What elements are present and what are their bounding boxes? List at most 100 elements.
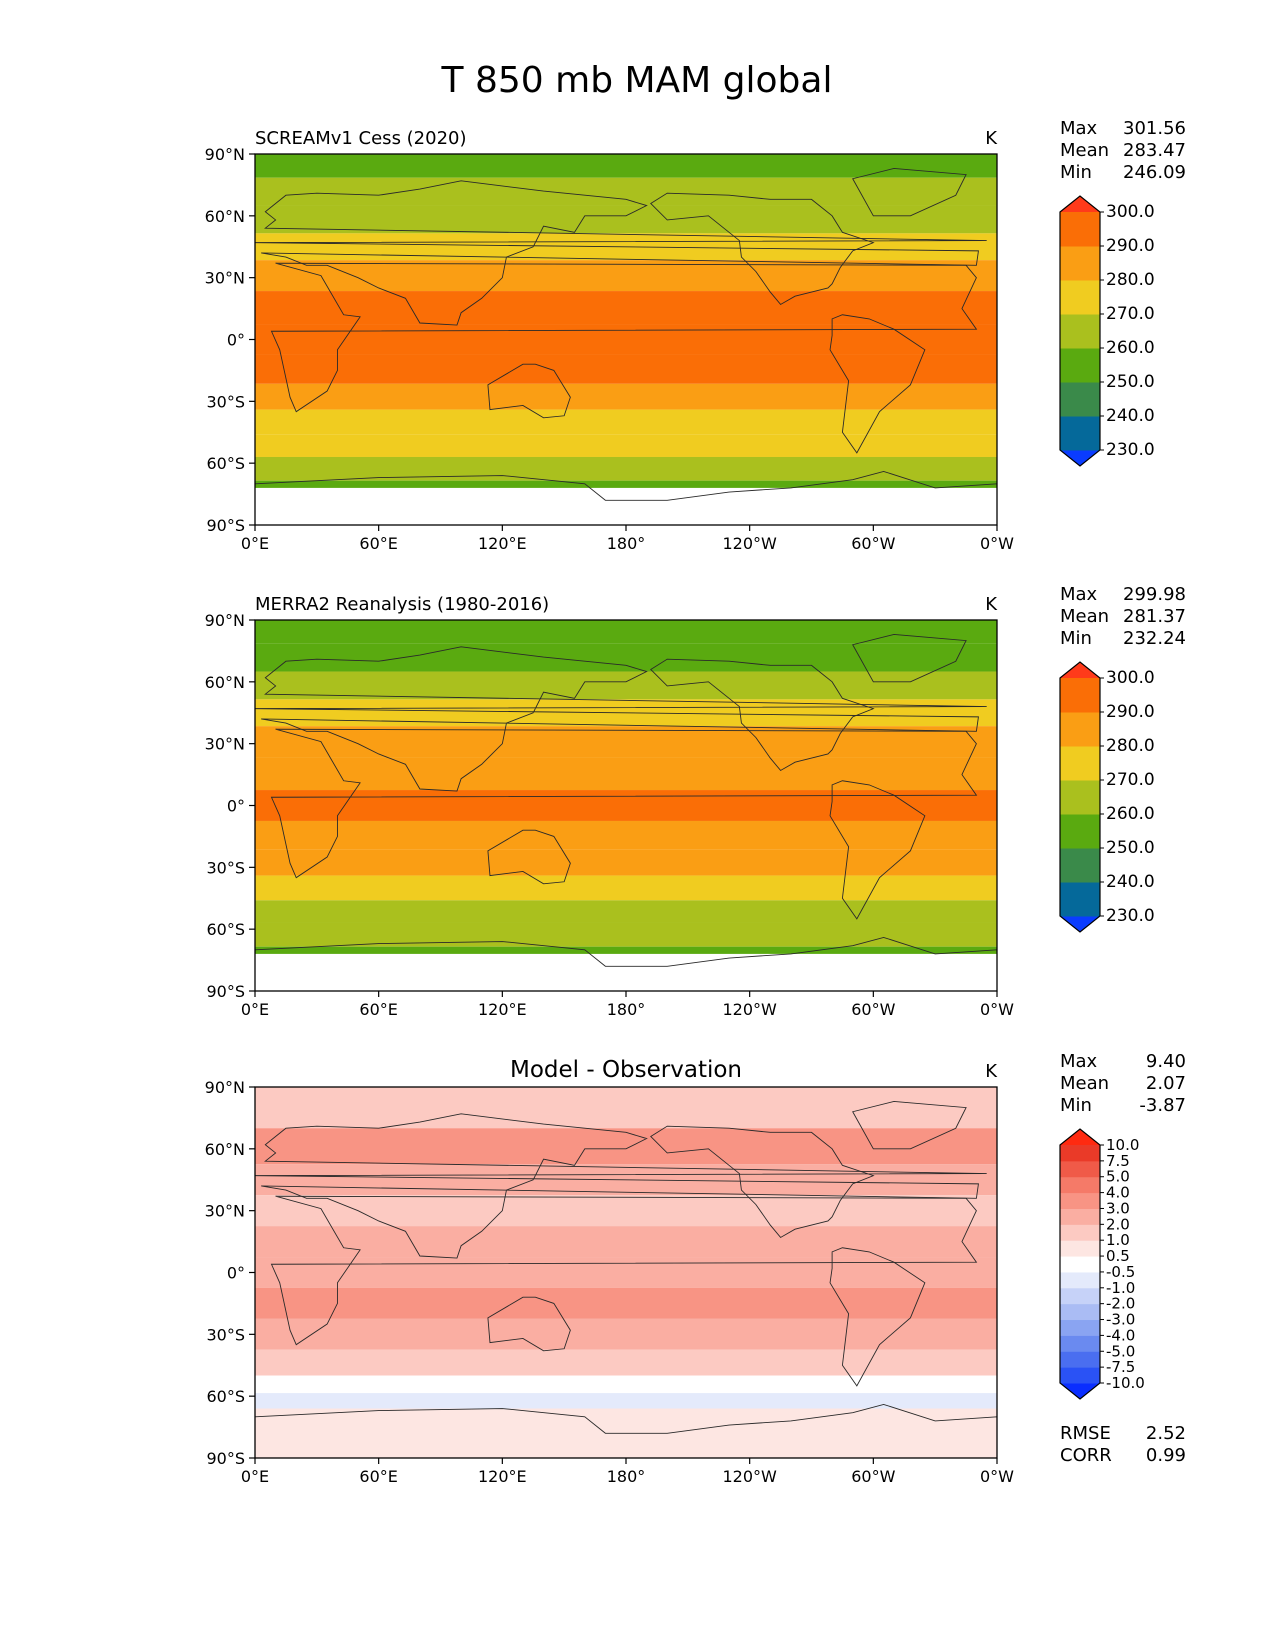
value-band — [255, 1087, 997, 1129]
metric-value: 0.99 — [1146, 1445, 1186, 1466]
coastline — [650, 1125, 875, 1239]
value-band — [255, 820, 997, 850]
colorbar-swatch — [1060, 212, 1100, 247]
lon-tick-label: 120°W — [722, 1467, 777, 1486]
coastline — [650, 658, 875, 772]
stat-label: Mean — [1060, 140, 1109, 161]
colorbar-swatch — [1060, 1224, 1100, 1241]
coastline — [852, 167, 967, 217]
colorbar-swatch — [1060, 1303, 1100, 1321]
value-band — [255, 1349, 997, 1376]
lon-tick-label: 60°E — [359, 1467, 397, 1486]
value-band — [255, 900, 997, 923]
colorbar-extend-min — [1060, 916, 1100, 932]
figure-title: T 850 mb MAM global — [441, 60, 833, 101]
colorbar-swatch — [1060, 280, 1100, 315]
colorbar-swatch — [1060, 1240, 1100, 1257]
colorbar-tick-label: 260.0 — [1106, 804, 1155, 824]
coastline — [487, 829, 571, 885]
lon-tick-label: 120°E — [478, 1467, 527, 1486]
missing-data-mask — [255, 487, 997, 525]
coastline — [255, 470, 997, 525]
stat-label: Min — [1060, 1095, 1092, 1116]
colorbar-swatch — [1060, 1319, 1100, 1336]
colorbar-tick-label: 1.0 — [1106, 1231, 1130, 1249]
lon-tick-label: 60°W — [851, 534, 895, 553]
coastline — [255, 180, 987, 326]
colorbar-swatch — [1060, 1271, 1100, 1289]
lat-tick-label: 0° — [227, 797, 245, 816]
lat-tick-label: 30°S — [206, 858, 245, 877]
colorbar-tick-label: 2.0 — [1106, 1215, 1130, 1233]
lon-tick-label: 0°W — [980, 534, 1014, 553]
panel-model: 90°N 60°N 30°N 0° 30°S 60°S 90°S0°E 60°E 120°E 18… — [205, 118, 1186, 553]
colorbar-tick-label: 240.0 — [1106, 872, 1155, 892]
panel-difference: 90°N 60°N 30°N 0° 30°S 60°S 90°S0°E 60°E 120°E 18… — [205, 1051, 1186, 1486]
value-band — [255, 1375, 997, 1394]
value-band — [255, 1318, 997, 1350]
stat-value: 281.37 — [1123, 606, 1186, 627]
lat-tick-label: 60°N — [205, 207, 245, 226]
colorbar-extend-min — [1060, 1383, 1100, 1399]
colorbar-tick-label: 280.0 — [1106, 736, 1155, 756]
colorbar-tick-label: 250.0 — [1106, 838, 1155, 858]
units-label: K — [985, 594, 998, 615]
value-band — [255, 154, 997, 178]
colorbar-swatch — [1060, 1335, 1100, 1352]
stat-label: Max — [1060, 584, 1098, 605]
lon-tick-label: 120°W — [722, 534, 777, 553]
colorbar-tick-label: 290.0 — [1106, 236, 1155, 256]
value-band — [255, 1128, 997, 1165]
value-band — [255, 177, 997, 206]
colorbar-swatch — [1060, 348, 1100, 383]
colorbar-tick-label: 3.0 — [1106, 1199, 1130, 1217]
value-band — [255, 643, 997, 672]
colorbar-extend-max — [1060, 196, 1100, 212]
lat-tick-label: 60°S — [206, 1387, 245, 1406]
colorbar-tick-label: 0.5 — [1106, 1247, 1130, 1265]
colorbar-tick-label: 270.0 — [1106, 770, 1155, 790]
value-band — [255, 1195, 997, 1227]
lat-tick-label: 90°N — [205, 611, 245, 630]
coastline — [650, 192, 875, 306]
coastline — [270, 1195, 978, 1346]
map-field — [255, 154, 997, 525]
value-band — [255, 1287, 997, 1319]
stat-value: 232.24 — [1123, 628, 1186, 649]
colorbar: -10.0-7.5-5.0-4.0-3.0-2.0-1.0-0.50.51.02… — [1059, 1128, 1145, 1400]
coastline — [829, 314, 926, 454]
colorbar-swatch — [1060, 1367, 1100, 1384]
lat-tick-label: 30°N — [205, 269, 245, 288]
colorbar-swatch — [1060, 1351, 1100, 1368]
stat-value: 246.09 — [1123, 162, 1186, 183]
colorbar-swatch — [1060, 814, 1100, 849]
colorbar-swatch — [1060, 678, 1100, 713]
coastline — [255, 646, 987, 792]
value-band — [255, 205, 997, 234]
colorbar-tick-label: -1.0 — [1106, 1279, 1135, 1297]
colorbar-tick-label: -10.0 — [1106, 1374, 1145, 1392]
lat-tick-label: 90°N — [205, 145, 245, 164]
coastline — [255, 1403, 997, 1458]
coastline — [270, 262, 978, 413]
lon-tick-label: 0°W — [980, 1467, 1014, 1486]
stat-value: -3.87 — [1139, 1095, 1186, 1116]
stat-label: Max — [1060, 118, 1098, 139]
lat-tick-label: 60°N — [205, 1140, 245, 1159]
lon-tick-label: 0°E — [241, 534, 269, 553]
lon-tick-label: 180° — [607, 534, 646, 553]
colorbar-tick-label: 270.0 — [1106, 304, 1155, 324]
lat-tick-label: 0° — [227, 1264, 245, 1283]
colorbar-tick-label: -2.0 — [1106, 1295, 1135, 1313]
coastline — [852, 1100, 967, 1150]
lon-tick-label: 120°E — [478, 534, 527, 553]
lon-tick-label: 60°E — [359, 1000, 397, 1019]
colorbar-swatch — [1060, 1192, 1100, 1209]
colorbar-tick-label: 240.0 — [1106, 406, 1155, 426]
colorbar-swatch — [1060, 1176, 1100, 1194]
lon-tick-label: 0°W — [980, 1000, 1014, 1019]
colorbar: 230.0 240.0 250.0 260.0 270.0 280.0 290.0 300.0 — [1059, 195, 1155, 467]
stat-value: 283.47 — [1123, 140, 1186, 161]
value-band — [255, 790, 997, 821]
units-label: K — [985, 1061, 998, 1082]
